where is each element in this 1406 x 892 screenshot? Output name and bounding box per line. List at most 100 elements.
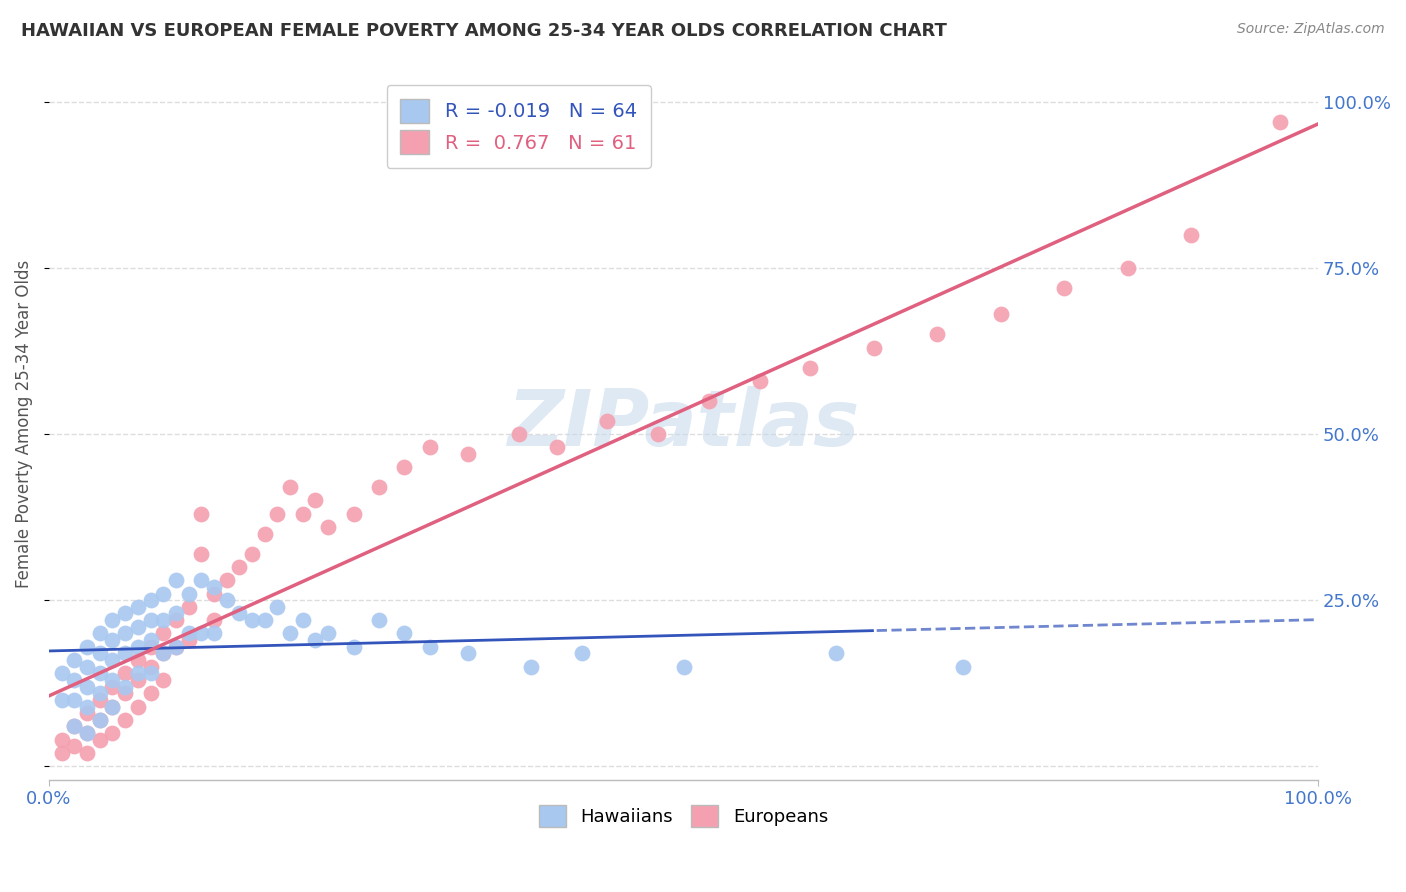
Point <box>304 493 326 508</box>
Point <box>190 573 212 587</box>
Point <box>114 686 136 700</box>
Point <box>114 646 136 660</box>
Point <box>368 613 391 627</box>
Point <box>51 732 73 747</box>
Point <box>253 613 276 627</box>
Point <box>139 633 162 648</box>
Point <box>127 599 149 614</box>
Point <box>368 480 391 494</box>
Point <box>1268 114 1291 128</box>
Point <box>101 680 124 694</box>
Point <box>139 659 162 673</box>
Legend: Hawaiians, Europeans: Hawaiians, Europeans <box>531 798 835 835</box>
Point <box>101 673 124 687</box>
Point <box>1116 260 1139 275</box>
Point <box>101 699 124 714</box>
Point <box>152 626 174 640</box>
Point <box>520 659 543 673</box>
Point <box>1053 281 1076 295</box>
Point <box>824 646 846 660</box>
Point <box>202 626 225 640</box>
Point <box>202 580 225 594</box>
Point <box>114 626 136 640</box>
Point <box>419 440 441 454</box>
Text: Source: ZipAtlas.com: Source: ZipAtlas.com <box>1237 22 1385 37</box>
Point <box>89 666 111 681</box>
Point <box>799 360 821 375</box>
Point <box>394 626 416 640</box>
Point <box>990 307 1012 321</box>
Y-axis label: Female Poverty Among 25-34 Year Olds: Female Poverty Among 25-34 Year Olds <box>15 260 32 588</box>
Point <box>139 593 162 607</box>
Point <box>190 507 212 521</box>
Point <box>76 746 98 760</box>
Point <box>165 613 187 627</box>
Point <box>63 673 86 687</box>
Point <box>672 659 695 673</box>
Point <box>165 573 187 587</box>
Point <box>89 693 111 707</box>
Point <box>165 640 187 654</box>
Point <box>202 586 225 600</box>
Point <box>63 693 86 707</box>
Point <box>101 613 124 627</box>
Point <box>748 374 770 388</box>
Point <box>190 547 212 561</box>
Point <box>863 341 886 355</box>
Point <box>152 586 174 600</box>
Point <box>571 646 593 660</box>
Point <box>63 719 86 733</box>
Point <box>240 613 263 627</box>
Point <box>152 646 174 660</box>
Text: ZIPatlas: ZIPatlas <box>508 386 859 462</box>
Point <box>101 726 124 740</box>
Point <box>457 447 479 461</box>
Point <box>278 626 301 640</box>
Point <box>114 666 136 681</box>
Point <box>202 613 225 627</box>
Point <box>76 726 98 740</box>
Point <box>190 626 212 640</box>
Point <box>508 427 530 442</box>
Point <box>127 653 149 667</box>
Point <box>228 560 250 574</box>
Point <box>546 440 568 454</box>
Point <box>76 699 98 714</box>
Text: HAWAIIAN VS EUROPEAN FEMALE POVERTY AMONG 25-34 YEAR OLDS CORRELATION CHART: HAWAIIAN VS EUROPEAN FEMALE POVERTY AMON… <box>21 22 948 40</box>
Point <box>51 746 73 760</box>
Point <box>342 640 364 654</box>
Point <box>101 699 124 714</box>
Point <box>89 713 111 727</box>
Point <box>63 719 86 733</box>
Point <box>89 713 111 727</box>
Point <box>139 640 162 654</box>
Point <box>266 599 288 614</box>
Point <box>114 607 136 621</box>
Point <box>240 547 263 561</box>
Point <box>304 633 326 648</box>
Point <box>89 732 111 747</box>
Point <box>1180 227 1202 242</box>
Point <box>278 480 301 494</box>
Point <box>215 593 238 607</box>
Point <box>114 713 136 727</box>
Point <box>89 626 111 640</box>
Point <box>76 726 98 740</box>
Point <box>127 699 149 714</box>
Point <box>101 633 124 648</box>
Point <box>51 666 73 681</box>
Point <box>63 653 86 667</box>
Point <box>177 599 200 614</box>
Point <box>316 626 339 640</box>
Point <box>114 680 136 694</box>
Point <box>177 633 200 648</box>
Point <box>266 507 288 521</box>
Point <box>215 573 238 587</box>
Point <box>127 640 149 654</box>
Point <box>127 666 149 681</box>
Point <box>101 653 124 667</box>
Point <box>291 507 314 521</box>
Point <box>76 640 98 654</box>
Point <box>165 640 187 654</box>
Point <box>927 327 949 342</box>
